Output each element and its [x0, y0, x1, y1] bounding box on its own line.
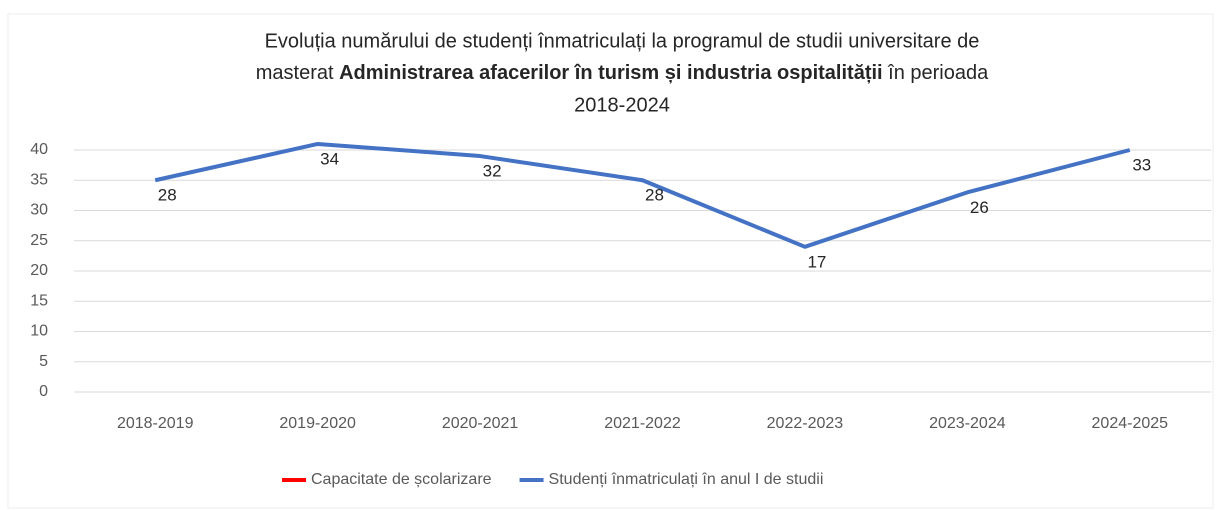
legend-label: Capacitate de școlarizare	[311, 471, 492, 488]
y-tick-label: 5	[39, 353, 48, 370]
x-tick-label: 2022-2023	[767, 415, 844, 432]
title-part: Administrarea afacerilor în turism și in…	[339, 62, 882, 84]
x-tick-label: 2020-2021	[442, 415, 519, 432]
chart-frame	[7, 13, 1214, 509]
y-tick-label: 35	[30, 171, 48, 188]
chart-title: masterat Administrarea afacerilor în tur…	[256, 62, 989, 84]
y-tick-label: 10	[30, 323, 48, 340]
x-tick-label: 2024-2025	[1092, 415, 1169, 432]
chart-title: Evoluția numărului de studenți înmatricu…	[265, 30, 980, 52]
y-tick-label: 30	[30, 202, 48, 219]
data-label: 26	[970, 198, 989, 217]
x-tick-label: 2021-2022	[604, 415, 681, 432]
title-part: masterat	[256, 62, 339, 84]
x-tick-label: 2018-2019	[117, 415, 194, 432]
y-tick-label: 0	[39, 383, 48, 400]
y-tick-label: 40	[30, 141, 48, 158]
data-label: 17	[807, 252, 826, 271]
data-label: 32	[483, 162, 502, 181]
series-line	[154, 141, 1131, 249]
data-label: 28	[645, 186, 664, 205]
x-tick-label: 2019-2020	[279, 415, 356, 432]
x-tick-label: 2023-2024	[929, 415, 1006, 432]
data-label: 34	[320, 149, 339, 168]
legend-label: Studenți înmatriculați în anul I de stud…	[549, 471, 824, 488]
data-label: 33	[1132, 155, 1151, 174]
chart-title: 2018-2024	[574, 94, 670, 116]
y-tick-label: 15	[30, 292, 48, 309]
y-tick-label: 20	[30, 262, 48, 279]
y-tick-label: 25	[30, 232, 48, 249]
title-part: în perioada	[883, 62, 990, 84]
data-label: 28	[158, 186, 177, 205]
